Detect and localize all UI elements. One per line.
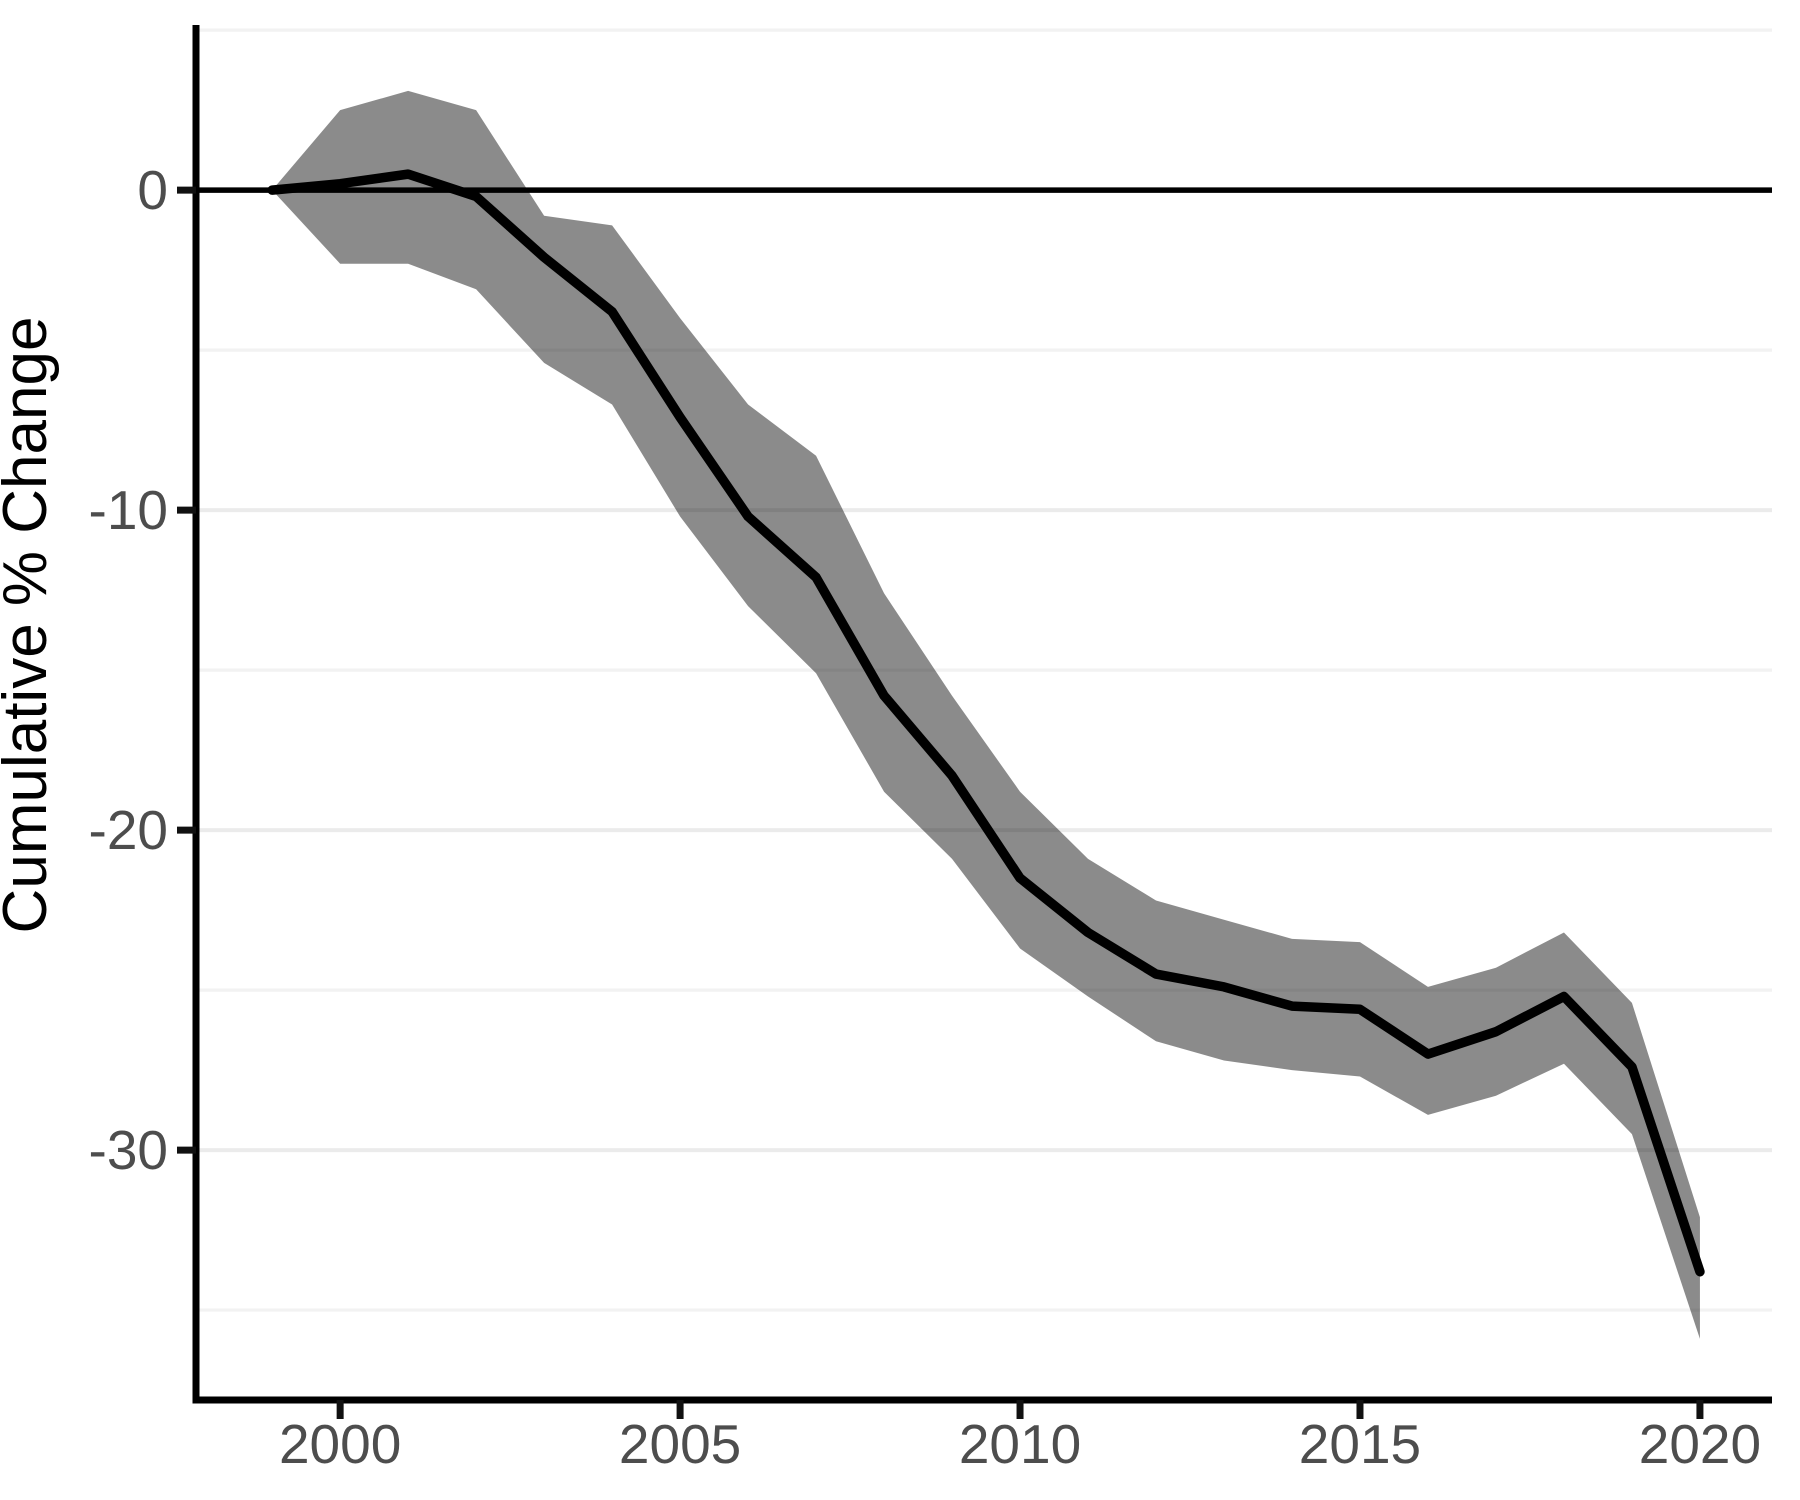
axis-tick-marks [177, 186, 1704, 1419]
axis-lines [192, 25, 1772, 1404]
y-axis-tick-labels: 0 -10 -20 -30 [89, 159, 169, 1181]
minor-gridlines [196, 28, 1772, 1312]
confidence-interval-band [272, 90, 1700, 1339]
y-tick-label: -30 [89, 1119, 169, 1181]
x-tick-label: 2005 [619, 1413, 741, 1475]
x-axis-tick-labels: 2000 2005 2010 2015 2020 [279, 1413, 1761, 1475]
x-tick-label: 2015 [1299, 1413, 1421, 1475]
y-tick-label: 0 [137, 159, 168, 221]
y-tick-label: -10 [89, 479, 169, 541]
confidence-ribbon [272, 90, 1700, 1339]
trend-line [267, 169, 1705, 1277]
y-tick-label: -20 [89, 799, 169, 861]
x-tick-label: 2000 [279, 1413, 401, 1475]
y-axis-title: Cumulative % Change [0, 317, 60, 934]
x-tick-label: 2010 [959, 1413, 1081, 1475]
mean-trend-line [267, 169, 1705, 1277]
x-tick-label: 2020 [1639, 1413, 1761, 1475]
